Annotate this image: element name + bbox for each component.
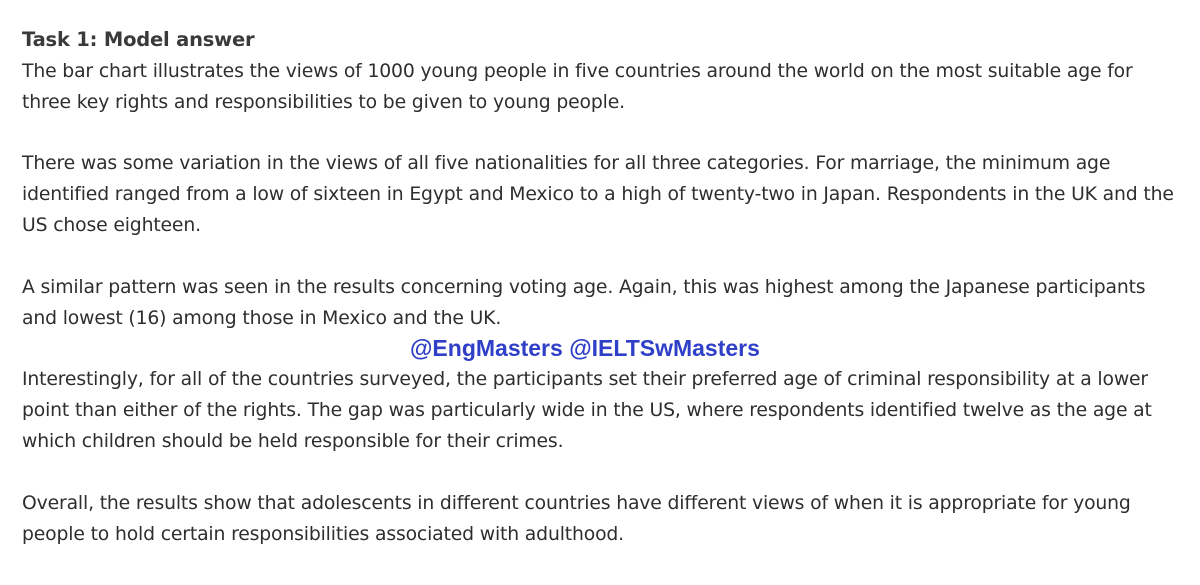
document: Task 1: Model answer The bar chart illus… <box>22 26 1192 545</box>
watermark-text: @EngMasters @IELTSwMasters <box>410 335 760 361</box>
paragraph-voting: A similar pattern was seen in the result… <box>22 277 1146 329</box>
paragraph-marriage: There was some variation in the views of… <box>22 153 1174 236</box>
document-title: Task 1: Model answer <box>22 28 255 51</box>
paragraph-criminal-responsibility: Interestingly, for all of the countries … <box>22 369 1152 452</box>
paragraph-introduction: The bar chart illustrates the views of 1… <box>22 61 1133 113</box>
paragraph-overall: Overall, the results show that adolescen… <box>22 493 1131 545</box>
